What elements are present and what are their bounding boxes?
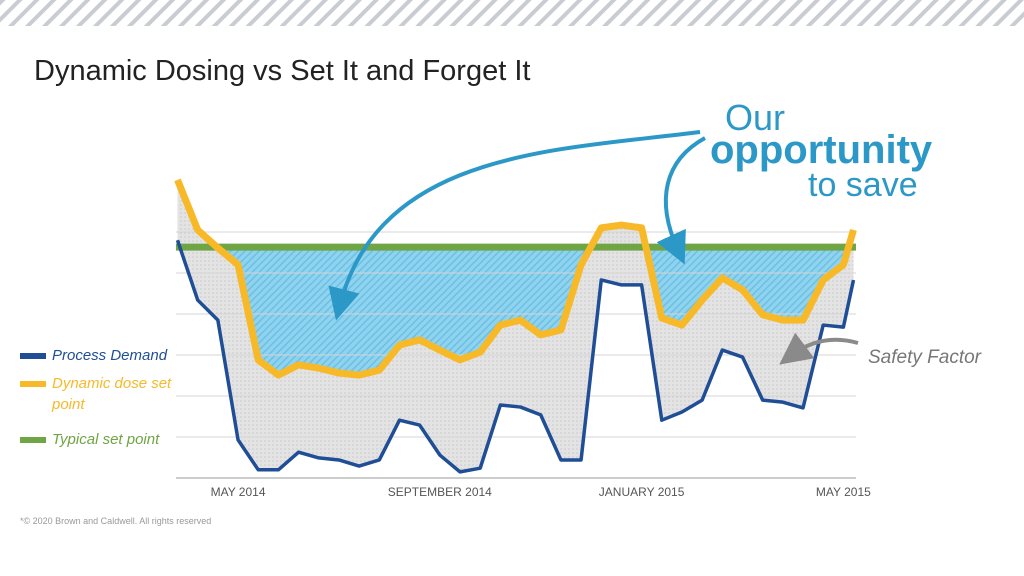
legend-label: Dynamic dose set point (52, 375, 172, 413)
header-stripes (0, 0, 1024, 26)
x-tick-label: SEPTEMBER 2014 (388, 485, 492, 499)
title: Dynamic Dosing vs Set It and Forget It (34, 55, 530, 87)
arrow (779, 332, 859, 365)
x-tick-label: JANUARY 2015 (599, 485, 685, 499)
x-tick-label: MAY 2015 (816, 485, 871, 499)
arrow (328, 130, 701, 321)
legend-label: Process Demand (52, 347, 168, 364)
legend-swatch (20, 381, 46, 387)
annotation: Our (725, 97, 785, 138)
annotation: opportunity (710, 128, 933, 172)
series-line (175, 239, 856, 474)
legend-label: Typical set point (52, 431, 160, 448)
annotation: Safety Factor (868, 347, 982, 368)
annotation: to save (808, 166, 918, 204)
arrow (656, 136, 706, 265)
x-tick-label: MAY 2014 (211, 485, 266, 499)
series-line (174, 178, 857, 379)
safety-area (177, 179, 854, 472)
footer: *© 2020 Brown and Caldwell. All rights r… (20, 516, 211, 526)
legend-swatch (20, 353, 46, 359)
legend-swatch (20, 437, 46, 443)
